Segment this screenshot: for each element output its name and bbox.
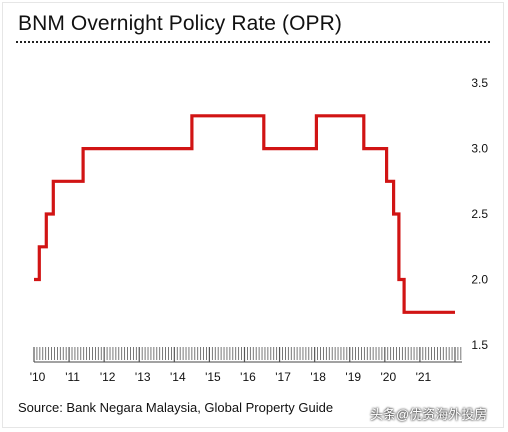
y-tick-label: 3.5 (471, 76, 488, 90)
x-tick-label: '13 (135, 370, 151, 384)
opr-series-line (34, 114, 455, 314)
y-tick-label: 3.0 (471, 142, 488, 156)
x-tick-label: '17 (275, 370, 291, 384)
plot-area (34, 114, 455, 314)
x-tick-label: '19 (345, 370, 361, 384)
x-tick-label: '15 (205, 370, 221, 384)
chart-title: BNM Overnight Policy Rate (OPR) (18, 12, 343, 35)
x-tick-label: '11 (65, 370, 80, 384)
watermark: 头条@优资海外投房 (370, 407, 488, 422)
y-tick-label: 2.5 (471, 207, 488, 221)
x-tick-label: '20 (381, 370, 397, 384)
chart-frame (2, 2, 504, 428)
title-divider (16, 41, 490, 43)
y-tick-label: 2.0 (471, 273, 488, 287)
x-tick-label: '14 (170, 370, 186, 384)
x-tick-label: '10 (30, 370, 46, 384)
x-tick-label: '12 (100, 370, 116, 384)
y-axis: 3.5 3.0 2.5 2.0 1.5 (471, 76, 488, 352)
x-axis: '10 '11 '12 '13 '14 '15 '16 '17 '18 '19 '20 '21 (30, 347, 462, 384)
x-tick-label: '21 (416, 370, 432, 384)
source-note: Source: Bank Negara Malaysia, Global Pro… (18, 400, 334, 415)
x-tick-label: '18 (310, 370, 326, 384)
y-tick-label: 1.5 (471, 338, 488, 352)
x-tick-label: '16 (240, 370, 256, 384)
